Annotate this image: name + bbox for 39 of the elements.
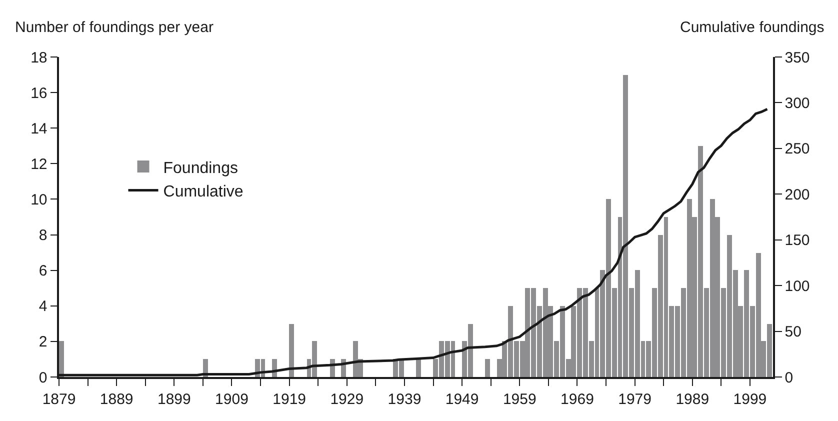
- y-tick-label: 12: [30, 156, 48, 173]
- x-tick-label: 1889: [100, 390, 134, 408]
- x-tick-label: 1999: [733, 390, 767, 408]
- x-tick-label: 1919: [272, 390, 306, 408]
- y-tick-label: 0: [38, 369, 48, 386]
- x-tick-label: 1989: [676, 390, 710, 408]
- y-tick-label: 16: [30, 84, 48, 102]
- y2-tick-label: 200: [784, 186, 810, 204]
- legend-label: Cumulative: [163, 184, 244, 201]
- y-tick-label: 4: [38, 298, 48, 316]
- x-tick-label: 1939: [388, 390, 422, 408]
- y-tick-label: 6: [38, 262, 48, 280]
- y-tick-label: 2: [38, 334, 48, 351]
- x-tick-label: 1969: [560, 390, 594, 408]
- y-tick-label: 18: [30, 49, 48, 66]
- x-tick-label: 1959: [502, 390, 536, 408]
- y2-tick-label: 150: [784, 232, 810, 250]
- bar: [289, 324, 294, 377]
- legend-label: Foundings: [163, 160, 238, 177]
- y2-tick-label: 350: [784, 49, 810, 66]
- y-axis-title: Number of foundings per year: [15, 19, 214, 36]
- x-tick-label: 1909: [215, 390, 248, 408]
- x-tick-label: 1899: [157, 390, 191, 408]
- x-tick-label: 1949: [445, 390, 479, 408]
- y2-tick-label: 50: [784, 324, 802, 341]
- x-tick-label: 1879: [42, 390, 76, 408]
- bar: [485, 359, 490, 377]
- y-tick-label: 10: [30, 191, 48, 208]
- y2-tick-label: 300: [784, 94, 810, 112]
- y-tick-label: 8: [38, 227, 48, 244]
- y2-tick-label: 100: [784, 278, 810, 295]
- bar: [416, 359, 421, 377]
- y-tick-label: 14: [30, 120, 48, 138]
- y2-tick-label: 0: [784, 369, 794, 386]
- y2-tick-label: 250: [784, 140, 810, 158]
- y2-axis-title: Cumulative foundings: [680, 19, 824, 36]
- x-tick-label: 1929: [330, 390, 364, 408]
- x-tick-label: 1979: [618, 390, 652, 408]
- bar: [59, 341, 64, 377]
